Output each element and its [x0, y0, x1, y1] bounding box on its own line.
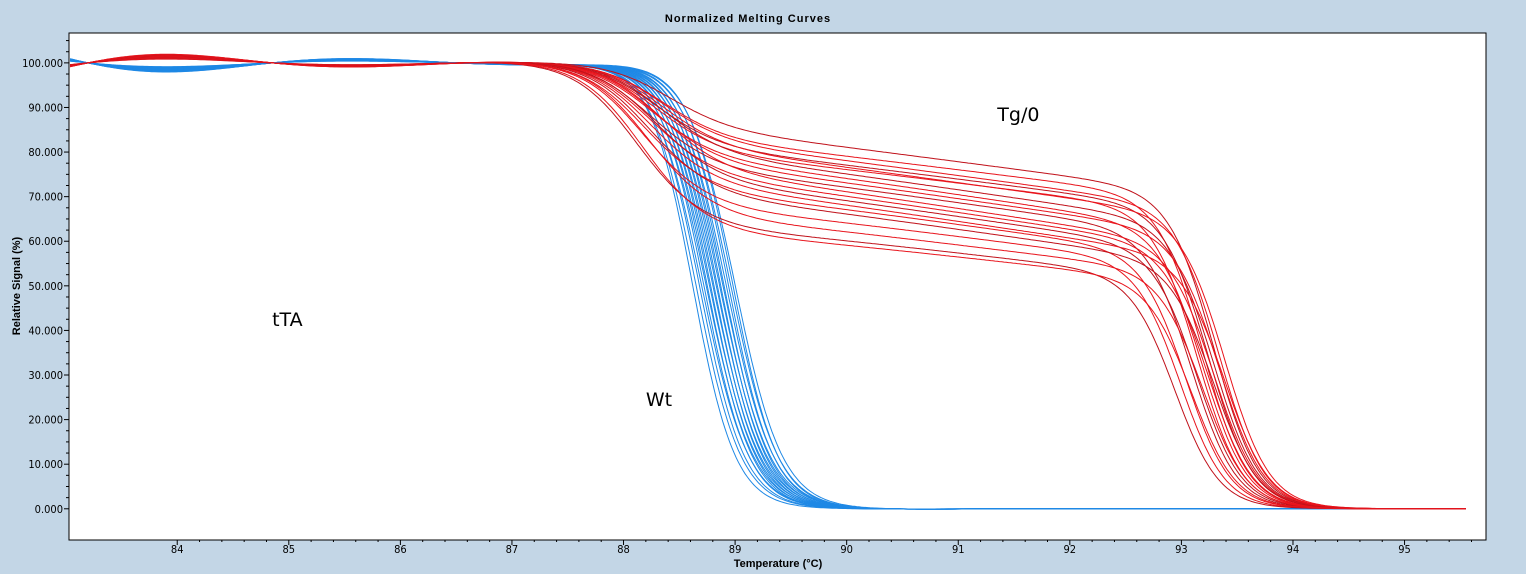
x-tick-label: 91 — [952, 543, 965, 556]
y-axis: 0.000 10.000 20.000 30.000 40.000 50.000 60.00… — [22, 40, 69, 516]
x-tick-label: 95 — [1398, 543, 1411, 556]
y-tick-label: 0.000 — [35, 503, 63, 516]
x-tick-label: 86 — [394, 543, 407, 556]
x-tick-label: 92 — [1064, 543, 1077, 556]
x-tick-label: 94 — [1287, 543, 1300, 556]
x-axis-label: Temperature (°C) — [734, 558, 823, 570]
x-tick-label: 88 — [617, 543, 630, 556]
annotation-label: Wt — [646, 389, 672, 411]
y-tick-label: 80.000 — [28, 146, 63, 159]
y-tick-label: 40.000 — [28, 324, 63, 337]
y-tick-label: 60.000 — [28, 235, 63, 248]
y-axis-label: Relative Signal (%) — [11, 236, 23, 335]
x-tick-label: 89 — [729, 543, 742, 556]
x-tick-label: 84 — [171, 543, 184, 556]
y-tick-label: 30.000 — [28, 369, 63, 382]
y-tick-label: 50.000 — [28, 280, 63, 293]
chart-title: Normalized Melting Curves — [665, 13, 831, 25]
curve-tg0-19 — [70, 53, 1466, 510]
annotation-label: Tg/0 — [996, 104, 1039, 126]
annotations: tTA Wt Tg/0 — [272, 104, 1039, 411]
annotation-label: tTA — [272, 309, 303, 331]
y-tick-label: 70.000 — [28, 191, 63, 204]
y-tick-label: 20.000 — [28, 414, 63, 427]
x-tick-label: 90 — [840, 543, 853, 556]
x-tick-label: 85 — [283, 543, 296, 556]
x-axis: 84 85 86 87 88 89 90 91 92 93 94 95 — [171, 540, 1472, 556]
curve-wt-21 — [70, 58, 1466, 510]
x-tick-label: 93 — [1175, 543, 1188, 556]
y-tick-label: 10.000 — [28, 458, 63, 471]
curves-group — [70, 53, 1466, 510]
x-tick-label: 87 — [506, 543, 519, 556]
y-tick-label: 100.000 — [22, 57, 63, 70]
y-tick-label: 90.000 — [28, 101, 63, 114]
